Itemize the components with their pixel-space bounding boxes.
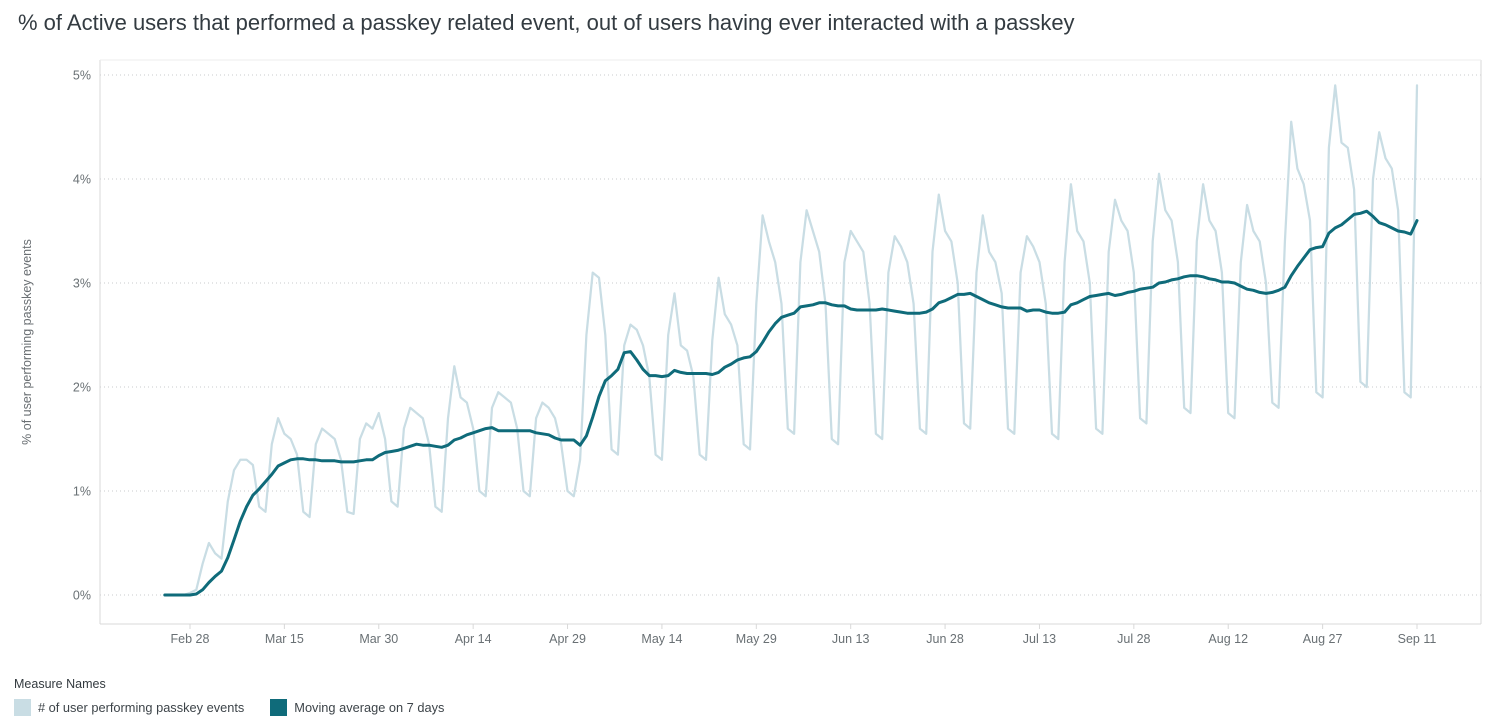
x-tick-label: Jul 13 [1023, 632, 1056, 646]
chart-canvas[interactable]: % of user performing passkey events 0% 1%… [0, 38, 1500, 652]
chart-title: % of Active users that performed a passk… [18, 10, 1075, 35]
x-tick-label: Aug 12 [1208, 632, 1248, 646]
chart-area: % of user performing passkey events 0% 1%… [0, 38, 1500, 657]
legend-items: # of user performing passkey events Movi… [14, 699, 1500, 716]
x-tick-label: Mar 15 [265, 632, 304, 646]
y-tick-label: 1% [73, 485, 91, 499]
x-tick-label: May 14 [641, 632, 682, 646]
y-tick-label: 4% [73, 173, 91, 187]
legend-swatch-daily-icon[interactable] [14, 699, 31, 716]
daily-series-line[interactable] [163, 84, 1419, 597]
x-tick-label: Apr 14 [455, 632, 492, 646]
y-tick-label: 0% [73, 589, 91, 603]
x-tick-label: Feb 28 [171, 632, 210, 646]
x-tick-label: Apr 29 [549, 632, 586, 646]
x-tick-label: May 29 [736, 632, 777, 646]
legend-item-daily[interactable]: # of user performing passkey events [14, 699, 244, 716]
legend: Measure Names # of user performing passk… [0, 657, 1500, 716]
x-tick-label: Jul 28 [1117, 632, 1150, 646]
y-tick-label: 2% [73, 381, 91, 395]
legend-label-moving-average: Moving average on 7 days [294, 700, 445, 715]
x-tick-label: Jun 28 [926, 632, 964, 646]
legend-item-moving-average[interactable]: Moving average on 7 days [270, 699, 444, 716]
moving-average-line[interactable] [163, 209, 1419, 597]
x-tick-label: Mar 30 [359, 632, 398, 646]
y-axis-title: % of user performing passkey events [20, 239, 34, 445]
y-tick-label: 3% [73, 277, 91, 291]
x-tick-label: Jun 13 [832, 632, 870, 646]
legend-label-daily: # of user performing passkey events [38, 700, 245, 715]
legend-swatch-moving-average-icon[interactable] [270, 699, 288, 716]
y-tick-label: 5% [73, 69, 91, 83]
x-tick-label: Sep 11 [1398, 632, 1437, 646]
x-tick-label: Aug 27 [1303, 632, 1343, 646]
legend-title: Measure Names [14, 677, 106, 691]
